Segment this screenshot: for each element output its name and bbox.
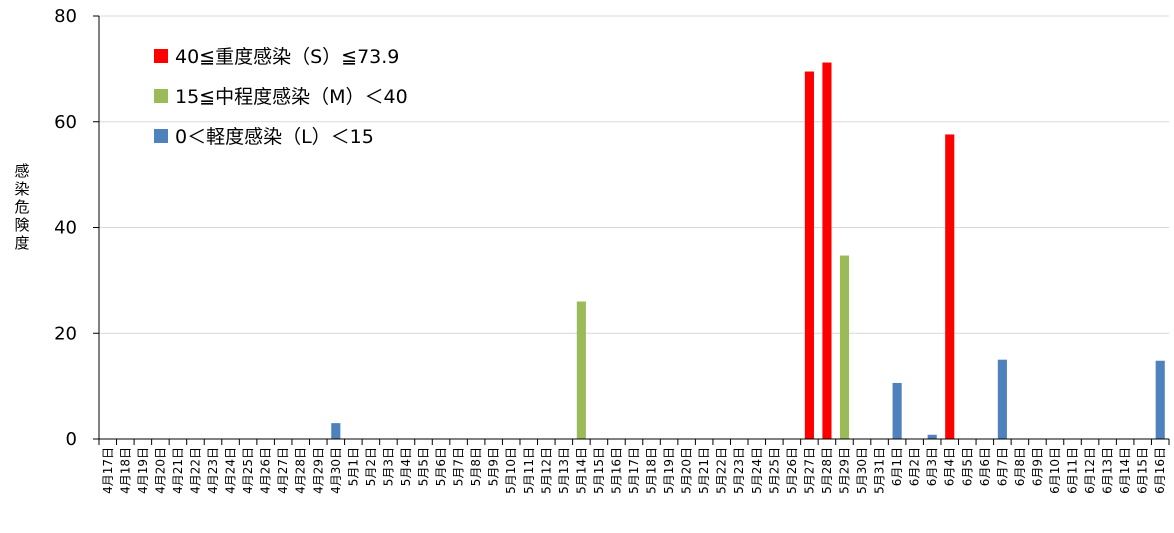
- y-axis-label-char: 感: [14, 162, 29, 180]
- x-tick-label: 6月9日: [1030, 447, 1044, 486]
- bar: [822, 62, 832, 439]
- x-tick-label: 5月30日: [855, 447, 869, 494]
- x-tick-label: 6月16日: [1153, 447, 1167, 494]
- x-tick-label: 4月26日: [259, 447, 273, 494]
- x-tick-label: 5月23日: [732, 447, 746, 494]
- x-tick-label: 6月1日: [890, 447, 904, 486]
- bar: [997, 359, 1007, 439]
- y-axis-label-char: 危: [14, 198, 29, 216]
- y-axis-label-char: 染: [14, 180, 29, 198]
- x-tick-label: 5月22日: [715, 447, 729, 494]
- y-tick-label: 20: [54, 323, 77, 344]
- bar: [839, 255, 850, 439]
- x-tick-label: 4月29日: [311, 447, 325, 494]
- legend-label: 40≦重度感染（S）≦73.9: [175, 46, 399, 68]
- x-tick-label: 4月21日: [171, 447, 185, 494]
- bar: [576, 301, 586, 439]
- bar: [945, 134, 955, 439]
- x-tick-label: 6月2日: [908, 447, 922, 486]
- x-tick-label: 5月9日: [487, 447, 501, 486]
- x-tick-label: 5月12日: [539, 447, 553, 494]
- x-tick-label: 6月12日: [1083, 447, 1097, 494]
- y-axis-label-char: 度: [14, 234, 29, 252]
- legend-label: 15≦中程度感染（M）＜40: [175, 86, 408, 108]
- legend-label: 0＜軽度感染（L）＜15: [175, 126, 374, 148]
- x-tick-label: 4月18日: [118, 447, 132, 494]
- legend-swatch: [154, 89, 168, 103]
- x-tick-label: 5月8日: [469, 447, 483, 486]
- y-axis-label-char: 険: [14, 216, 29, 234]
- x-tick-label: 5月29日: [837, 447, 851, 494]
- x-tick-label: 5月31日: [873, 447, 887, 494]
- x-tick-label: 5月15日: [592, 447, 606, 494]
- x-tick-label: 6月5日: [960, 447, 974, 486]
- x-tick-label: 6月10日: [1048, 447, 1062, 494]
- x-tick-label: 5月20日: [680, 447, 694, 494]
- x-tick-label: 5月13日: [557, 447, 571, 494]
- x-tick-label: 5月3日: [381, 447, 395, 486]
- x-tick-label: 6月3日: [925, 447, 939, 486]
- x-tick-label: 5月24日: [750, 447, 764, 494]
- x-tick-label: 5月25日: [767, 447, 781, 494]
- bar: [804, 71, 814, 440]
- x-tick-label: 5月4日: [399, 447, 413, 486]
- x-tick-label: 5月26日: [785, 447, 799, 494]
- x-tick-label: 5月2日: [364, 447, 378, 486]
- x-tick-label: 5月6日: [434, 447, 448, 486]
- y-tick-label: 60: [54, 112, 77, 133]
- bars: [331, 62, 1165, 440]
- bar: [1155, 360, 1165, 439]
- axes: [98, 16, 1169, 440]
- x-tick-label: 5月19日: [662, 447, 676, 494]
- x-tick-label: 5月17日: [627, 447, 641, 494]
- x-tick-label: 5月21日: [697, 447, 711, 494]
- x-tick-label: 6月13日: [1101, 447, 1115, 494]
- x-tick-label: 6月4日: [943, 447, 957, 486]
- x-tick-label: 4月25日: [241, 447, 255, 494]
- x-tick-label: 5月28日: [820, 447, 834, 494]
- bar: [927, 434, 937, 439]
- legend-swatch: [154, 49, 168, 63]
- x-tick-label: 6月11日: [1066, 447, 1080, 494]
- x-tick-label: 6月7日: [995, 447, 1009, 486]
- x-tick-label: 5月10日: [504, 447, 518, 494]
- x-tick-label: 4月24日: [224, 447, 238, 494]
- x-tick-label: 5月7日: [452, 447, 466, 486]
- y-tick-label: 80: [54, 6, 77, 27]
- x-axis-ticks: 4月17日 4月18日 4月19日 4月20日 4月21日 4月22日 4月23日 4月24日…: [98, 439, 1170, 494]
- x-tick-label: 4月20日: [153, 447, 167, 494]
- x-tick-label: 4月28日: [294, 447, 308, 494]
- bar: [892, 382, 902, 439]
- x-tick-label: 5月16日: [609, 447, 623, 494]
- x-tick-label: 6月8日: [1013, 447, 1027, 486]
- x-tick-label: 6月15日: [1136, 447, 1150, 494]
- bar: [331, 423, 341, 439]
- x-tick-label: 5月1日: [346, 447, 360, 486]
- x-tick-label: 4月17日: [101, 447, 115, 494]
- x-tick-label: 6月6日: [978, 447, 992, 486]
- x-tick-label: 4月23日: [206, 447, 220, 494]
- x-tick-label: 5月27日: [802, 447, 816, 494]
- gridlines: [99, 15, 1169, 334]
- x-tick-label: 5月11日: [522, 447, 536, 494]
- y-tick-label: 40: [54, 218, 77, 239]
- legend: 40≦重度感染（S）≦73.9 15≦中程度感染（M）＜40 0＜軽度感染（L）＜1…: [154, 46, 408, 148]
- x-tick-label: 5月14日: [574, 447, 588, 494]
- x-tick-label: 4月19日: [136, 447, 150, 494]
- x-tick-label: 4月22日: [188, 447, 202, 494]
- x-tick-label: 5月18日: [645, 447, 659, 494]
- x-tick-label: 5月5日: [417, 447, 431, 486]
- x-tick-label: 4月30日: [329, 447, 343, 494]
- x-tick-label: 6月14日: [1118, 447, 1132, 494]
- y-axis-ticks: 0 20 40 60 80: [54, 6, 99, 450]
- legend-swatch: [154, 129, 168, 143]
- y-tick-label: 0: [66, 429, 77, 450]
- x-tick-label: 4月27日: [276, 447, 290, 494]
